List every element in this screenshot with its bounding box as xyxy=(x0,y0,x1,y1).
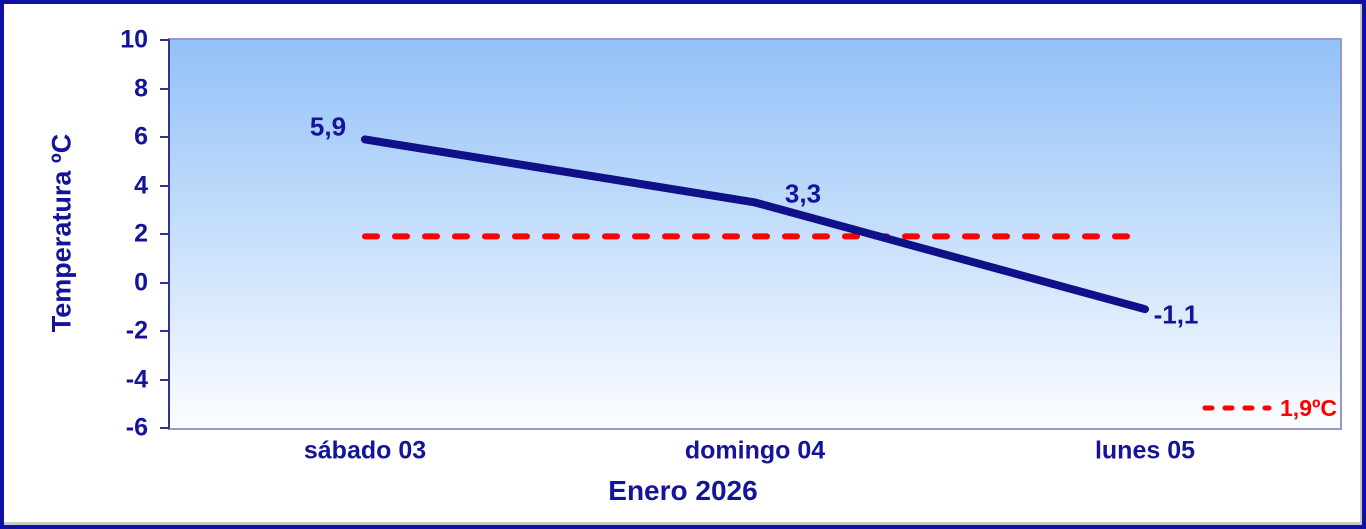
y-axis-tick xyxy=(160,330,168,332)
y-axis-tick xyxy=(160,136,168,138)
y-axis-tick xyxy=(160,281,168,284)
x-axis-category-label: sábado 03 xyxy=(303,436,427,465)
chart-canvas xyxy=(361,135,1149,314)
y-axis-tick-label: -6 xyxy=(125,413,148,442)
y-axis-tick xyxy=(160,378,168,381)
y-axis-tick-label: 6 xyxy=(134,122,148,151)
y-axis-tick-label: -4 xyxy=(125,365,148,393)
dashed-line-icon xyxy=(1202,405,1272,411)
plot-area: 1,9ºC 5,9 3,3 -1,1 xyxy=(168,38,1342,430)
y-axis-tick-label: 10 xyxy=(120,25,148,54)
reference-legend-label: 1,9ºC xyxy=(1280,394,1337,421)
y-axis-tick xyxy=(160,39,168,41)
x-axis-category-label: domingo 04 xyxy=(684,436,826,465)
y-axis-tick xyxy=(160,184,168,187)
y-axis-tick-label: 0 xyxy=(134,268,148,296)
y-axis-tick xyxy=(160,233,168,235)
data-point-label: 5,9 xyxy=(309,111,347,142)
reference-legend: 1,9ºC xyxy=(1201,395,1337,421)
data-point-label: -1,1 xyxy=(1153,299,1199,330)
x-axis-category-label: lunes 05 xyxy=(1094,436,1196,465)
y-axis-tick-label: -2 xyxy=(125,316,148,345)
x-axis-title: Enero 2026 xyxy=(608,475,758,506)
y-axis-tick-label: 8 xyxy=(134,74,148,102)
y-axis-tick-label: 4 xyxy=(134,171,148,199)
y-axis-tick xyxy=(160,87,168,90)
y-axis-tick-label: 2 xyxy=(134,219,148,248)
y-axis-tick xyxy=(160,427,168,429)
temperature-line xyxy=(361,135,1149,314)
data-point-label: 3,3 xyxy=(784,178,822,209)
